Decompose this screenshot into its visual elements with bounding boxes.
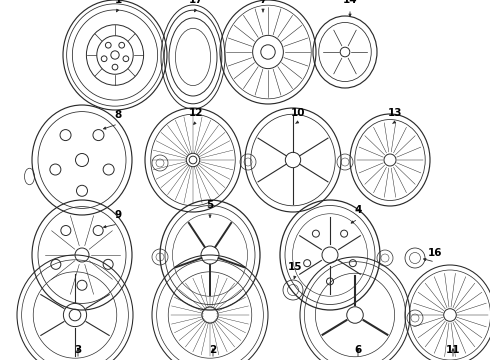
- Text: 3: 3: [74, 345, 82, 355]
- Text: 8: 8: [114, 110, 122, 120]
- Text: 5: 5: [206, 200, 214, 210]
- Text: 15: 15: [288, 262, 302, 272]
- Text: 6: 6: [354, 345, 362, 355]
- Text: 17: 17: [189, 0, 203, 5]
- Text: 12: 12: [189, 108, 203, 118]
- Text: 7: 7: [259, 0, 267, 5]
- Text: 13: 13: [388, 108, 402, 118]
- Text: 9: 9: [115, 210, 122, 220]
- Text: 2: 2: [209, 345, 217, 355]
- Text: 4: 4: [354, 205, 362, 215]
- Text: 16: 16: [428, 248, 442, 258]
- Text: 11: 11: [446, 345, 460, 355]
- Text: 14: 14: [343, 0, 357, 5]
- Text: 1: 1: [114, 0, 122, 5]
- Text: 10: 10: [291, 108, 305, 118]
